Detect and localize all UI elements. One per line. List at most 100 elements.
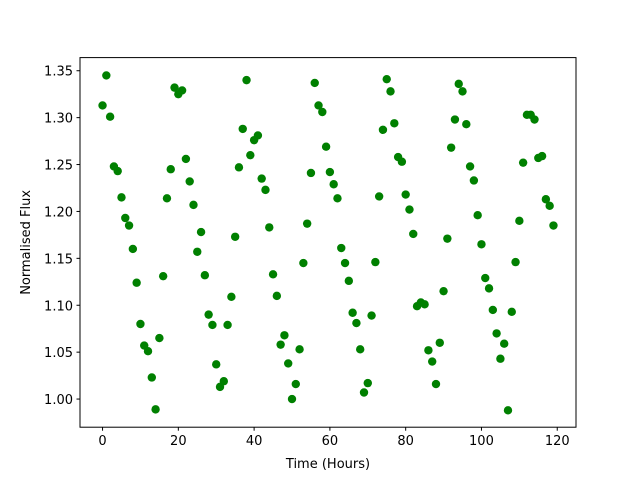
- point: [541, 195, 551, 204]
- point: [287, 394, 297, 404]
- point: [193, 247, 202, 256]
- point: [481, 273, 490, 283]
- point: [378, 125, 388, 135]
- point: [537, 151, 547, 161]
- y-tick-label: 1.15: [44, 252, 73, 267]
- point: [295, 345, 304, 354]
- point: [424, 346, 433, 355]
- point: [405, 205, 414, 214]
- point: [469, 176, 479, 185]
- point: [291, 379, 300, 389]
- point: [230, 232, 240, 241]
- point: [390, 119, 399, 128]
- y-tick-label: 1.10: [44, 299, 73, 314]
- point: [272, 291, 282, 301]
- y-tick-label: 1.25: [44, 159, 73, 174]
- point: [488, 305, 498, 315]
- point: [435, 338, 444, 347]
- point: [367, 311, 376, 320]
- point: [446, 143, 456, 152]
- point: [102, 71, 111, 80]
- point: [136, 319, 145, 329]
- point: [234, 163, 244, 172]
- point: [484, 284, 494, 293]
- point: [507, 307, 516, 317]
- y-tick-label: 1.00: [44, 393, 73, 408]
- point: [348, 308, 357, 317]
- point: [314, 101, 323, 110]
- point: [352, 318, 361, 328]
- point: [431, 379, 441, 389]
- point: [344, 276, 354, 286]
- point: [473, 210, 482, 220]
- point: [158, 271, 168, 281]
- point: [238, 124, 247, 134]
- point: [462, 120, 471, 129]
- point: [147, 373, 157, 382]
- point: [503, 406, 513, 415]
- point: [124, 221, 134, 230]
- point: [374, 192, 384, 201]
- point: [356, 345, 365, 354]
- point: [333, 194, 342, 203]
- point: [212, 360, 221, 369]
- point: [302, 219, 312, 228]
- point: [511, 257, 520, 267]
- point: [132, 278, 141, 287]
- y-tick-label: 1.35: [44, 65, 73, 80]
- point: [454, 79, 463, 89]
- point: [117, 193, 126, 202]
- point: [337, 243, 346, 253]
- point: [371, 257, 380, 267]
- point: [450, 115, 460, 124]
- point: [499, 339, 509, 348]
- point: [105, 112, 115, 121]
- point: [253, 131, 263, 140]
- point: [420, 300, 429, 309]
- x-axis-label: Time (Hours): [285, 457, 370, 472]
- point: [261, 185, 270, 195]
- point: [306, 168, 316, 178]
- y-axis-label: Normalised Flux: [19, 190, 34, 295]
- y-tick-label: 1.20: [44, 205, 73, 220]
- point: [121, 213, 130, 223]
- point: [181, 154, 191, 164]
- point: [189, 200, 198, 210]
- point: [177, 86, 187, 95]
- point: [386, 87, 395, 96]
- point: [477, 240, 486, 249]
- point: [515, 216, 524, 226]
- point: [170, 83, 179, 92]
- point: [321, 142, 331, 151]
- point: [409, 229, 418, 239]
- point: [223, 320, 232, 330]
- point: [227, 292, 236, 302]
- point: [98, 101, 107, 110]
- point: [196, 227, 206, 237]
- point: [299, 258, 308, 268]
- point: [397, 157, 407, 166]
- point: [401, 190, 410, 199]
- point: [545, 201, 554, 211]
- x-tick-label: 40: [246, 434, 263, 449]
- point: [284, 359, 293, 368]
- point: [219, 377, 228, 386]
- point: [155, 333, 164, 343]
- point: [151, 405, 160, 414]
- y-tick-label: 1.05: [44, 346, 73, 361]
- point: [276, 340, 285, 349]
- point: [329, 180, 338, 189]
- point: [113, 166, 122, 176]
- y-tick-label: 1.30: [44, 112, 73, 127]
- point: [439, 286, 448, 296]
- point: [310, 78, 319, 88]
- point: [458, 87, 467, 96]
- x-tick-label: 120: [545, 434, 570, 449]
- point: [549, 221, 558, 230]
- point: [496, 354, 505, 363]
- x-tick-label: 20: [170, 434, 187, 449]
- point: [204, 310, 213, 319]
- point: [359, 388, 369, 397]
